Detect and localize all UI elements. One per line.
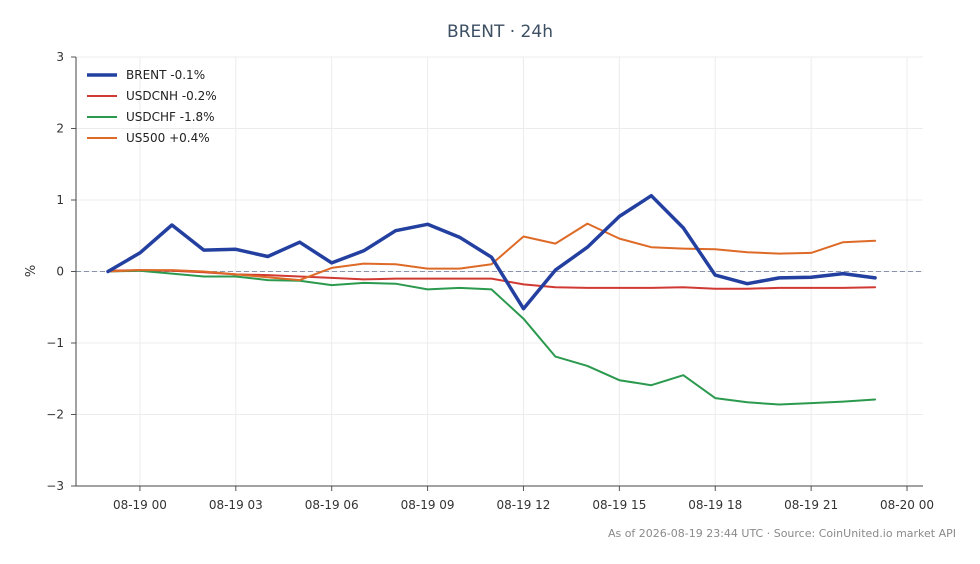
y-tick-label: −1 <box>46 336 64 350</box>
y-tick-label: 1 <box>56 193 64 207</box>
series-line-3 <box>107 222 877 282</box>
legend-label-0: BRENT -0.1% <box>126 68 205 82</box>
footer-source-note: As of 2026-08-19 23:44 UTC · Source: Coi… <box>608 527 956 540</box>
x-tick-label: 08-19 15 <box>592 498 646 512</box>
legend-label-3: US500 +0.4% <box>126 131 210 145</box>
x-tick-label: 08-19 12 <box>496 498 550 512</box>
x-tick-label: 08-19 06 <box>305 498 359 512</box>
x-tick-label: 08-19 09 <box>401 498 455 512</box>
legend: BRENT -0.1% USDCNH -0.2% USDCHF -1.8% US500… <box>87 68 217 145</box>
x-tick-label: 08-19 21 <box>784 498 838 512</box>
tick-labels: −3 −2 −1 0 1 2 3 08-19 00 08-19 03 08-19 06 08-19 … <box>46 50 934 512</box>
y-tick-label: 2 <box>56 122 64 136</box>
x-tick-label: 08-19 03 <box>209 498 263 512</box>
y-tick-label: −3 <box>46 479 64 493</box>
x-tick-label: 08-20 00 <box>880 498 934 512</box>
chart-title: BRENT · 24h <box>447 22 553 42</box>
x-tick-label: 08-19 18 <box>688 498 742 512</box>
grid <box>76 56 923 487</box>
y-tick-label: −2 <box>46 408 64 422</box>
legend-label-1: USDCNH -0.2% <box>126 89 217 103</box>
series-line-2 <box>107 269 877 406</box>
y-tick-label: 0 <box>56 265 64 279</box>
series-line-0 <box>106 193 877 311</box>
series-layer <box>106 193 877 406</box>
y-axis-label: % <box>24 265 39 277</box>
axes <box>71 56 923 491</box>
x-tick-label: 08-19 00 <box>113 498 167 512</box>
legend-label-2: USDCHF -1.8% <box>126 110 215 124</box>
y-tick-label: 3 <box>56 50 64 64</box>
